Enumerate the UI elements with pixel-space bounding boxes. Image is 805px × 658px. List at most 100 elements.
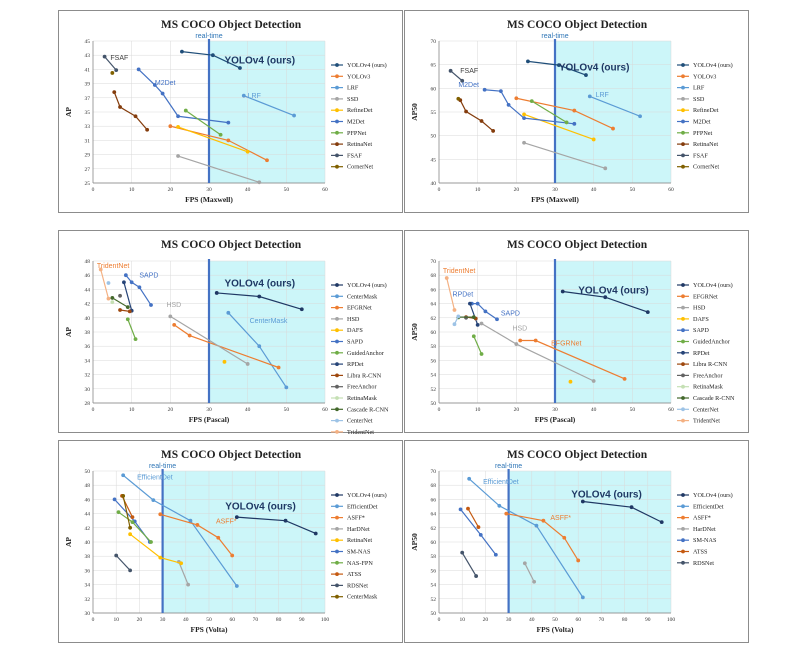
data-point — [226, 310, 231, 315]
y-tick-label: 30 — [85, 611, 91, 617]
y-tick-label: 28 — [85, 401, 91, 407]
y-tick-label: 54 — [431, 583, 437, 589]
data-point — [591, 379, 596, 383]
chart-annotation: EfficientDet — [483, 479, 519, 486]
legend-swatch-marker — [681, 396, 685, 400]
data-point — [468, 301, 472, 306]
series-line — [100, 269, 110, 299]
chart-annotation: SAPD — [139, 272, 158, 279]
series-line — [531, 100, 567, 123]
chart-annotation: YOLOv4 (ours) — [224, 56, 295, 67]
data-point — [479, 321, 484, 326]
data-point — [556, 63, 561, 68]
chart-panel-5: MS COCO Object Detection real-time 30 32 34 3… — [58, 440, 403, 643]
data-point — [116, 510, 121, 515]
legend-label: TridentNet — [347, 429, 374, 436]
chart-annotation: YOLOv4 (ours) — [578, 286, 649, 297]
y-tick-label: 37 — [85, 96, 91, 102]
data-point — [129, 280, 134, 285]
data-point — [591, 137, 596, 142]
data-point — [145, 127, 150, 132]
legend-label: YOLOv4 (ours) — [693, 62, 733, 69]
data-point — [133, 114, 138, 119]
data-point — [102, 54, 107, 59]
legend-label: ATSS — [347, 571, 362, 578]
data-point — [514, 96, 519, 101]
legend-label: EfficientDet — [693, 503, 724, 510]
data-point — [522, 112, 526, 117]
data-point — [541, 518, 546, 523]
legend-swatch-marker — [335, 407, 339, 412]
series-line — [446, 277, 456, 311]
x-tick-label: 50 — [630, 407, 636, 413]
data-point — [493, 552, 498, 557]
y-tick-label: 58 — [431, 344, 437, 350]
legend-swatch-marker — [335, 418, 339, 423]
legend-swatch-marker — [335, 350, 339, 355]
data-point — [257, 294, 262, 299]
legend-swatch-marker — [681, 339, 685, 344]
data-point — [526, 59, 530, 64]
x-tick-label: 60 — [229, 617, 235, 623]
chart-title: MS COCO Object Detection — [161, 449, 302, 461]
data-point — [106, 281, 111, 285]
data-point — [186, 582, 191, 587]
x-tick-label: 30 — [552, 407, 558, 413]
data-point — [133, 337, 138, 341]
data-point — [125, 305, 130, 310]
chart-title: MS COCO Object Detection — [507, 449, 648, 461]
chart-annotation: M2Det — [458, 82, 479, 89]
legend-swatch-marker — [681, 504, 685, 509]
legend-swatch-marker — [681, 164, 685, 169]
x-tick-label: 40 — [591, 187, 597, 193]
legend-swatch-marker — [681, 328, 685, 333]
data-point — [564, 120, 569, 125]
data-point — [276, 365, 281, 370]
legend-label: DAFS — [347, 327, 363, 334]
legend-swatch-marker — [335, 328, 339, 333]
y-tick-label: 50 — [85, 469, 91, 475]
legend-swatch-marker — [335, 560, 339, 565]
series-line — [469, 303, 479, 326]
y-tick-label: 55 — [431, 110, 437, 116]
y-tick-label: 41 — [85, 67, 91, 73]
legend-swatch-marker — [335, 527, 339, 531]
x-tick-label: 30 — [506, 617, 512, 623]
chart-annotation: HSD — [166, 302, 181, 309]
x-tick-label: 0 — [92, 187, 95, 193]
legend-label: RPDet — [347, 361, 364, 368]
series-line — [122, 474, 238, 587]
series-line — [589, 95, 641, 117]
data-point — [313, 531, 318, 536]
data-point — [495, 317, 499, 322]
realtime-label: real-time — [541, 33, 568, 40]
legend-swatch-marker — [335, 142, 339, 147]
legend-label: CenterMask — [347, 594, 378, 601]
legend-label: Libra R-CNN — [693, 361, 728, 368]
data-point — [467, 476, 472, 481]
legend-label: M2Det — [347, 119, 365, 126]
data-point — [130, 520, 135, 525]
data-point — [476, 525, 481, 529]
data-point — [234, 584, 239, 588]
data-point — [216, 535, 221, 540]
y-axis-label: AP — [64, 537, 73, 547]
x-axis-label: FPS (Volta) — [536, 625, 574, 634]
legend-swatch-marker — [681, 153, 685, 158]
data-point — [257, 344, 262, 349]
chart-panel-3: MS COCO Object Detection 28 30 32 34 36 38 40 42… — [58, 230, 403, 436]
chart-svg-2: MS COCO Object Detection real-time 40 45 50 5… — [410, 19, 733, 204]
data-point — [458, 507, 463, 512]
legend-label: CenterNet — [693, 406, 719, 413]
data-point — [580, 499, 585, 504]
legend-label: SM-NAS — [347, 549, 371, 556]
x-tick-label: 30 — [552, 187, 558, 193]
data-point — [522, 561, 527, 566]
realtime-label: real-time — [149, 463, 176, 470]
data-point — [514, 342, 519, 346]
legend-swatch-marker — [335, 63, 339, 67]
legend-swatch-marker — [681, 538, 685, 543]
legend-swatch-marker — [681, 560, 685, 565]
legend-swatch-marker — [335, 97, 339, 101]
legend-label: SAPD — [347, 339, 363, 346]
